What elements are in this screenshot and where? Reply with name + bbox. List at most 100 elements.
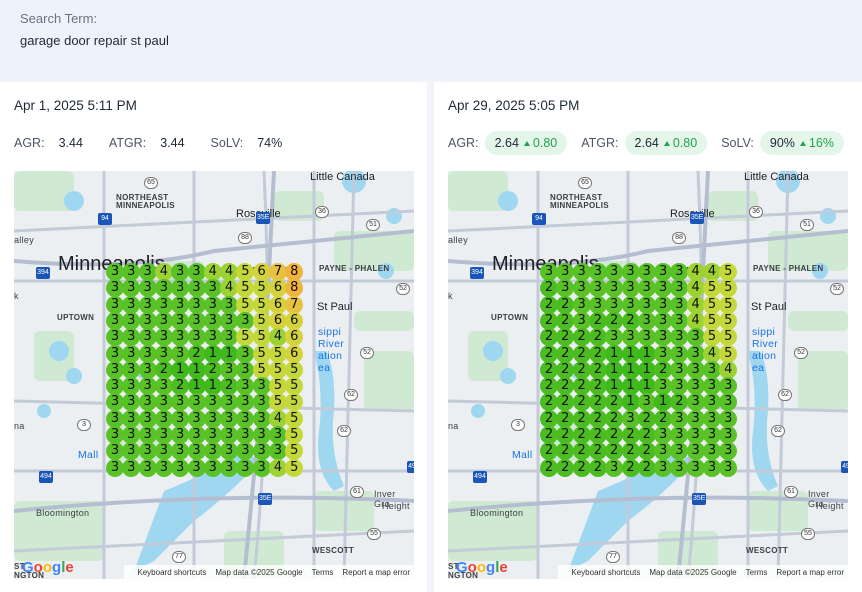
rank-pin[interactable]: 2 [556, 393, 575, 412]
rank-pin[interactable]: 6 [269, 311, 287, 330]
rank-pin[interactable]: 2 [540, 344, 558, 363]
rank-pin[interactable]: 5 [703, 295, 721, 314]
rank-pin[interactable]: 3 [670, 279, 689, 298]
terms-link[interactable]: Terms [745, 567, 768, 577]
rank-pin[interactable]: 5 [252, 311, 271, 330]
rank-pin[interactable]: 3 [588, 263, 607, 281]
rank-pin[interactable]: 3 [220, 295, 239, 314]
rank-pin[interactable]: 3 [703, 442, 721, 461]
rank-pin[interactable]: 1 [187, 360, 206, 379]
rank-pin[interactable]: 3 [252, 393, 271, 412]
rank-pin[interactable]: 3 [236, 360, 255, 379]
rank-pin[interactable]: 3 [138, 328, 157, 347]
rank-pin[interactable]: 3 [220, 409, 239, 428]
rank-pin[interactable]: 3 [703, 377, 721, 396]
rank-pin[interactable]: 3 [122, 377, 141, 396]
rank-pin[interactable]: 5 [703, 311, 721, 330]
rank-pin[interactable]: 4 [686, 295, 705, 314]
rank-pin[interactable]: 2 [556, 377, 575, 396]
rank-pin[interactable]: 3 [187, 426, 206, 444]
rank-pin[interactable]: 2 [588, 426, 607, 444]
rank-pin[interactable]: 5 [252, 279, 271, 298]
rank-pin[interactable]: 2 [220, 377, 239, 396]
rank-pin[interactable]: 6 [269, 295, 287, 314]
rank-pin[interactable]: 3 [154, 295, 173, 314]
rank-pin[interactable]: 7 [269, 263, 287, 281]
rank-pin[interactable]: 3 [203, 295, 222, 314]
rank-pin[interactable]: 2 [572, 426, 591, 444]
rank-pin[interactable]: 1 [637, 344, 656, 363]
rank-pin[interactable]: 6 [285, 328, 304, 347]
rank-pin[interactable]: 3 [138, 360, 157, 379]
rank-pin[interactable]: 4 [703, 263, 721, 281]
terms-link[interactable]: Terms [311, 567, 334, 577]
rank-pin[interactable]: 3 [605, 328, 624, 347]
rank-pin[interactable]: 3 [122, 442, 141, 461]
rank-pin[interactable]: 5 [236, 295, 255, 314]
rank-pin[interactable]: 5 [719, 344, 738, 363]
rank-pin[interactable]: 3 [719, 377, 738, 396]
rank-pin[interactable]: 3 [621, 409, 640, 428]
rank-pin[interactable]: 5 [719, 295, 738, 314]
rank-pin[interactable]: 3 [236, 311, 255, 330]
rank-pin[interactable]: 3 [138, 263, 157, 281]
rank-pin[interactable]: 3 [106, 426, 124, 444]
rank-pin[interactable]: 6 [285, 344, 304, 363]
rank-pin[interactable]: 3 [703, 409, 721, 428]
rank-pin[interactable]: 3 [269, 426, 287, 444]
rank-pin[interactable]: 3 [220, 328, 239, 347]
rank-grid-map[interactable]: Little CanadaNORTHEASTMINNEAPOLISRosevil… [14, 171, 414, 579]
rank-pin[interactable]: 2 [605, 426, 624, 444]
report-map-error-link[interactable]: Report a map error [342, 567, 410, 577]
rank-pin[interactable]: 3 [187, 393, 206, 412]
rank-pin[interactable]: 3 [138, 426, 157, 444]
rank-pin[interactable]: 3 [154, 344, 173, 363]
rank-pin[interactable]: 3 [670, 426, 689, 444]
rank-pin[interactable]: 1 [621, 344, 640, 363]
rank-pin[interactable]: 2 [605, 442, 624, 461]
rank-pin[interactable]: 5 [236, 328, 255, 347]
rank-pin[interactable]: 4 [220, 279, 239, 298]
rank-pin[interactable]: 2 [588, 409, 607, 428]
rank-pin[interactable]: 3 [572, 263, 591, 281]
rank-pin[interactable]: 3 [621, 328, 640, 347]
rank-pin[interactable]: 2 [588, 393, 607, 412]
rank-pin[interactable]: 2 [605, 393, 624, 412]
rank-pin[interactable]: 2 [588, 442, 607, 461]
rank-pin[interactable]: 3 [138, 279, 157, 298]
rank-pin[interactable]: 8 [285, 263, 304, 281]
rank-pin[interactable]: 7 [285, 295, 304, 314]
rank-pin[interactable]: 5 [719, 311, 738, 330]
rank-pin[interactable]: 3 [203, 311, 222, 330]
rank-pin[interactable]: 3 [122, 295, 141, 314]
rank-pin[interactable]: 4 [719, 360, 738, 379]
rank-pin[interactable]: 3 [203, 393, 222, 412]
rank-pin[interactable]: 3 [252, 442, 271, 461]
rank-pin[interactable]: 3 [171, 263, 190, 281]
rank-pin[interactable]: 2 [588, 328, 607, 347]
rank-pin[interactable]: 2 [572, 442, 591, 461]
rank-pin[interactable]: 2 [654, 360, 673, 379]
rank-pin[interactable]: 5 [719, 279, 738, 298]
rank-pin[interactable]: 3 [203, 328, 222, 347]
rank-pin[interactable]: 3 [171, 442, 190, 461]
rank-pin[interactable]: 3 [203, 279, 222, 298]
rank-pin[interactable]: 3 [154, 458, 173, 477]
rank-pin[interactable]: 3 [106, 377, 124, 396]
rank-pin[interactable]: 2 [621, 442, 640, 461]
rank-pin[interactable]: 3 [654, 426, 673, 444]
rank-pin[interactable]: 2 [588, 360, 607, 379]
rank-pin[interactable]: 2 [637, 458, 656, 477]
rank-pin[interactable]: 3 [556, 263, 575, 281]
rank-pin[interactable]: 3 [138, 442, 157, 461]
rank-pin[interactable]: 2 [540, 393, 558, 412]
rank-pin[interactable]: 3 [106, 344, 124, 363]
rank-pin[interactable]: 4 [686, 311, 705, 330]
rank-pin[interactable]: 3 [171, 409, 190, 428]
rank-pin[interactable]: 3 [171, 344, 190, 363]
rank-pin[interactable]: 3 [220, 311, 239, 330]
keyboard-shortcuts-link[interactable]: Keyboard shortcuts [571, 567, 641, 577]
rank-pin[interactable]: 5 [252, 360, 271, 379]
rank-pin[interactable]: 2 [540, 377, 558, 396]
rank-pin[interactable]: 5 [285, 409, 304, 428]
